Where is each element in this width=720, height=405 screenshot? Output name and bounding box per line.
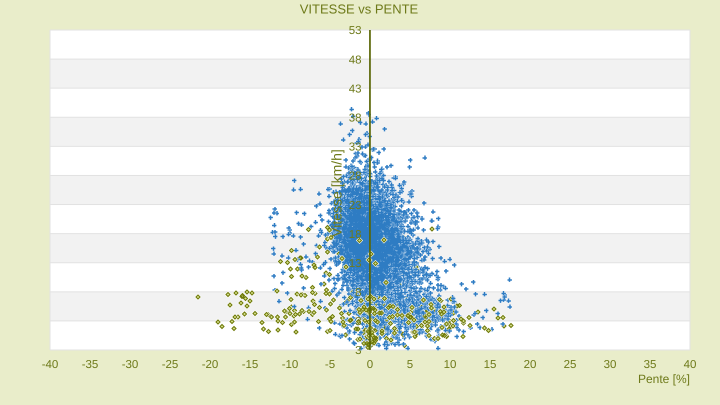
svg-text:30: 30 (604, 359, 617, 371)
svg-text:38: 38 (349, 112, 362, 124)
svg-text:28: 28 (349, 171, 362, 183)
svg-text:-20: -20 (202, 359, 219, 371)
svg-text:-35: -35 (82, 359, 99, 371)
svg-text:5: 5 (407, 359, 413, 371)
svg-text:-30: -30 (122, 359, 139, 371)
svg-text:40: 40 (684, 359, 697, 371)
svg-text:48: 48 (349, 54, 362, 66)
svg-text:-25: -25 (162, 359, 179, 371)
svg-text:0: 0 (367, 359, 373, 371)
svg-text:20: 20 (524, 359, 537, 371)
svg-text:3: 3 (355, 316, 361, 328)
svg-text:23: 23 (349, 200, 362, 212)
svg-text:25: 25 (564, 359, 577, 371)
svg-text:3: 3 (355, 345, 361, 357)
svg-text:Vitesse [km/h]: Vitesse [km/h] (329, 149, 345, 237)
svg-text:-5: -5 (325, 359, 335, 371)
svg-text:43: 43 (349, 83, 362, 95)
svg-text:33: 33 (349, 142, 362, 154)
svg-text:18: 18 (349, 229, 362, 241)
svg-text:-15: -15 (242, 359, 259, 371)
svg-text:-10: -10 (282, 359, 299, 371)
svg-text:15: 15 (484, 359, 497, 371)
svg-text:VITESSE vs PENTE: VITESSE vs PENTE (300, 2, 419, 17)
svg-text:53: 53 (349, 25, 362, 37)
svg-text:-40: -40 (42, 359, 59, 371)
svg-text:13: 13 (349, 258, 362, 270)
svg-text:8: 8 (355, 287, 361, 299)
svg-text:Pente [%]: Pente [%] (638, 372, 690, 386)
svg-text:35: 35 (644, 359, 657, 371)
svg-text:10: 10 (444, 359, 457, 371)
